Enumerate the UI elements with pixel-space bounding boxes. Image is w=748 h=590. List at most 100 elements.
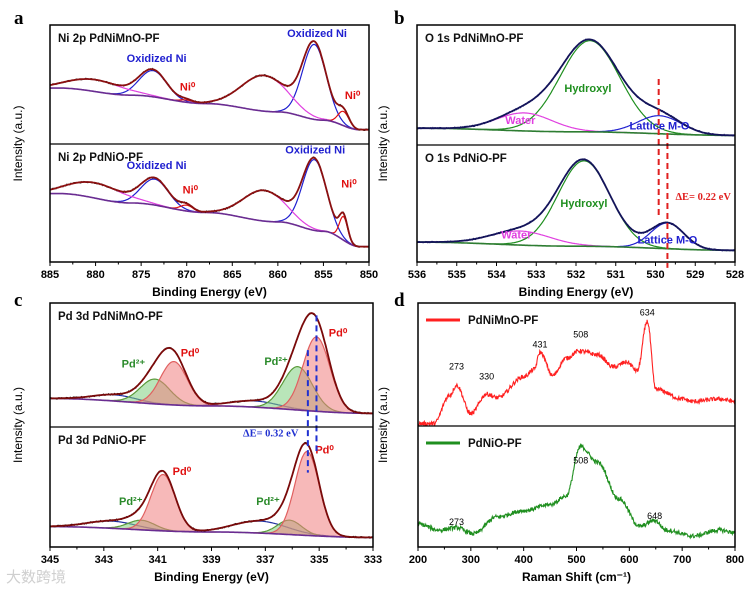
peak-position-label: 508 (573, 456, 588, 466)
peak-position-label: 431 (533, 339, 548, 349)
peak-annotation: Ni⁰ (183, 185, 199, 197)
x-tick-label: 860 (269, 269, 287, 281)
peak-position-label: 273 (449, 361, 464, 371)
x-tick-label: 200 (409, 554, 427, 566)
x-tick-label: 345 (41, 554, 59, 566)
x-tick-label: 885 (41, 269, 59, 281)
peak-annotation: Pd²⁺ (119, 496, 143, 508)
y-axis-label: Intensity (a.u.) (376, 105, 390, 181)
x-tick-label: 529 (686, 269, 704, 281)
peak-position-label: 273 (449, 517, 464, 527)
peak-position-label: 330 (479, 371, 494, 381)
x-tick-label: 300 (462, 554, 480, 566)
x-axis-label: Binding Energy (eV) (152, 285, 267, 299)
peak-annotation: Pd⁰ (329, 327, 348, 339)
component-fill (113, 361, 234, 407)
peak-annotation: Pd⁰ (315, 444, 334, 456)
x-axis-label: Raman Shift (cm⁻¹) (522, 570, 631, 584)
x-tick-label: 400 (514, 554, 532, 566)
subplot-top: Ni 2p PdNiMnO-PF Oxidized Ni Oxidized Ni Ni… (50, 28, 369, 132)
peak-annotation: Hydroxyl (560, 198, 607, 210)
baseline-curve (50, 192, 369, 248)
baseline-curve (417, 127, 735, 137)
x-axis-label: Binding Energy (eV) (519, 285, 634, 299)
x-tick-label: 875 (132, 269, 150, 281)
peak-annotation: Oxidized Ni (287, 28, 347, 40)
x-tick-label: 335 (310, 554, 328, 566)
x-tick-label: 870 (178, 269, 196, 281)
x-tick-label: 533 (527, 269, 545, 281)
peak-annotation: Lattice M-O (637, 234, 697, 246)
legend-label: PdNiO-PF (468, 438, 522, 450)
x-tick-label: 339 (202, 554, 220, 566)
x-axis-label: Binding Energy (eV) (154, 570, 269, 584)
raman-spectrum (418, 443, 735, 540)
x-tick-label: 850 (360, 269, 378, 281)
subplot-title: Pd 3d PdNiMnO-PF (58, 311, 163, 323)
x-tick-label: 536 (408, 269, 426, 281)
subplot-title: Ni 2p PdNiO-PF (58, 152, 143, 164)
subplot-title: Pd 3d PdNiO-PF (58, 435, 146, 447)
baseline-curve (50, 87, 369, 131)
y-axis-label: Intensity (a.u.) (11, 105, 25, 181)
peak-annotation: Pd⁰ (181, 347, 200, 359)
fit-envelope (50, 156, 369, 248)
peak-annotation: Pd⁰ (173, 466, 192, 478)
peak-annotation: ΔE= 0.22 eV (675, 192, 731, 203)
panel-d: PdNiMnO-PF 273 330 431 508 634 PdNiO-PF 508 273 6… (376, 290, 744, 584)
baseline-curve (50, 525, 373, 539)
x-tick-label: 333 (364, 554, 382, 566)
y-axis-label: Intensity (a.u.) (376, 387, 390, 463)
x-tick-label: 500 (567, 554, 585, 566)
x-tick-label: 865 (223, 269, 241, 281)
component-curve (261, 43, 367, 131)
peak-position-label: 634 (640, 307, 655, 317)
panel-label: b (394, 8, 405, 29)
x-tick-label: 343 (95, 554, 113, 566)
peak-annotation: Water (501, 230, 532, 242)
fit-envelope (50, 312, 373, 415)
panel-label: c (14, 290, 22, 311)
x-tick-label: 535 (448, 269, 466, 281)
component-fill (108, 474, 217, 532)
peak-annotation: Ni⁰ (341, 179, 357, 191)
x-tick-label: 534 (487, 269, 506, 281)
peak-annotation: Water (505, 115, 536, 127)
x-tick-label: 341 (148, 554, 166, 566)
component-fill (256, 336, 373, 414)
peak-annotation: Hydroxyl (564, 83, 611, 95)
component-curve (456, 40, 724, 136)
x-tick-label: 880 (86, 269, 104, 281)
peak-annotation: Pd²⁺ (256, 496, 280, 508)
fit-envelope (50, 442, 373, 539)
fit-envelope (417, 158, 735, 252)
peak-annotation: Ni⁰ (345, 90, 361, 102)
peak-annotation: ΔE= 0.32 eV (243, 429, 299, 440)
x-tick-label: 800 (726, 554, 744, 566)
subplot-title: O 1s PdNiMnO-PF (425, 33, 523, 45)
subplot-title: O 1s PdNiO-PF (425, 153, 507, 165)
peak-annotation: Oxidized Ni (127, 160, 187, 172)
x-tick-label: 528 (726, 269, 744, 281)
component-curve (468, 160, 701, 251)
peak-annotation: Oxidized Ni (127, 53, 187, 65)
component-curve (261, 158, 367, 248)
x-tick-label: 700 (673, 554, 691, 566)
peak-annotation: Pd²⁺ (264, 356, 288, 368)
subplot-top: PdNiMnO-PF 273 330 431 508 634 (418, 307, 735, 426)
fit-envelope (50, 40, 369, 131)
y-axis-label: Intensity (a.u.) (11, 387, 25, 463)
x-tick-label: 531 (607, 269, 625, 281)
baseline-curve (417, 241, 735, 252)
raman-spectrum (418, 319, 735, 426)
panel-b: O 1s PdNiMnO-PF Hydroxyl Water Lattice M-O O… (376, 8, 744, 299)
subplot-top: Pd 3d PdNiMnO-PF Pd²⁺ Pd⁰ Pd²⁺ Pd⁰ (50, 311, 373, 415)
subplot-bottom: Pd 3d PdNiO-PF ΔE= 0.32 eV Pd⁰ Pd⁰ Pd²⁺ Pd²⁺ (50, 429, 373, 539)
peak-annotation: Lattice M-O (630, 120, 690, 132)
subplot-bottom: PdNiO-PF 508 273 648 (418, 438, 735, 540)
x-tick-label: 600 (620, 554, 638, 566)
watermark: 大数跨境 (6, 568, 66, 586)
